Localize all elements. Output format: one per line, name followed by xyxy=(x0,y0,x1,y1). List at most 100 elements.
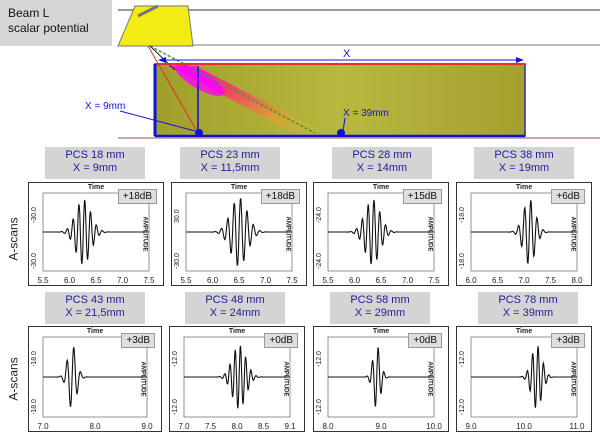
y-tick-top: -12.0 xyxy=(459,351,466,367)
y-tick-bottom: -30.0 xyxy=(174,253,181,269)
ascan-row2-label: A-scans xyxy=(6,357,21,401)
y-tick-top: 30.0 xyxy=(174,209,181,223)
waveform-plot xyxy=(327,336,435,418)
ascan-panel: Time AMPLITUDE +15dB -24.0 -24.0 5.5 6.0 6.5 7.0… xyxy=(313,182,449,286)
pcs-label-r1c2: PCS 23 mm X = 11,5mm xyxy=(180,147,280,179)
marker-x39-arrow xyxy=(342,117,346,132)
x-tick-label: 6.5 xyxy=(375,276,387,285)
gain-badge: +18dB xyxy=(260,189,300,204)
waveform-trace xyxy=(43,347,147,408)
x-tick-label: 9.0 xyxy=(375,422,387,431)
x-tick-label: 6.5 xyxy=(233,276,245,285)
y-tick-bottom: -12.0 xyxy=(316,399,323,415)
y-tick-top: -18.0 xyxy=(459,207,466,223)
pcs-label-r1c1: PCS 18 mm X = 9mm xyxy=(45,147,145,179)
gain-badge: +18dB xyxy=(117,189,157,204)
x-tick-label: 7.5 xyxy=(143,276,155,285)
axis-time-label: Time xyxy=(372,184,390,191)
gain-badge: +6dB xyxy=(551,189,585,204)
x-tick-label: 5.5 xyxy=(322,276,334,285)
y-tick-top: -30.0 xyxy=(31,207,38,223)
beam-hotspot xyxy=(175,63,225,97)
x-tick-label: 8.0 xyxy=(322,422,334,431)
x-tick-label: 6.0 xyxy=(348,276,361,285)
x-arrow-left xyxy=(158,57,166,63)
x-tick-label: 7.0 xyxy=(116,276,129,285)
axis-amplitude-label: AMPLITUDE xyxy=(426,216,433,252)
ray-dark xyxy=(149,45,176,71)
ascan-panel: Time AMPLITUDE +3dB -18.0 -18.0 7.0 8.0 9.0 xyxy=(28,326,162,432)
waveform-trace xyxy=(186,197,292,267)
axis-time-label: Time xyxy=(515,184,533,191)
pcs-label-r1c4: PCS 38 mm X = 19mm xyxy=(474,147,574,179)
waveform-trace xyxy=(471,199,577,265)
waveform-trace xyxy=(43,199,149,265)
waveform-trace xyxy=(184,345,290,409)
waveform-trace xyxy=(328,347,434,407)
axis-amplitude-label: AMPLITUDE xyxy=(139,361,146,397)
y-tick-bottom: -18.0 xyxy=(31,399,38,415)
title-line-2: scalar potential xyxy=(8,21,89,35)
marker-x9-label: X = 9mm xyxy=(85,101,125,112)
x-tick-label: 5.5 xyxy=(180,276,192,285)
beam-diagram: X X = 9mm X = 39mm xyxy=(85,4,600,139)
pcs-label-r2c3: PCS 58 mm X = 29mm xyxy=(330,292,430,324)
gain-badge: +15dB xyxy=(402,189,442,204)
probe-element xyxy=(137,4,159,18)
ascan-panel: Time AMPLITUDE +6dB -18.0 -18.0 6.0 6.5 7.0 7.5 8… xyxy=(456,182,592,286)
x-tick-label: 7.5 xyxy=(428,276,440,285)
x-tick-label: 6.0 xyxy=(63,276,76,285)
x-tick-label: 7.5 xyxy=(286,276,298,285)
waveform-plot xyxy=(327,192,435,272)
axis-time-label: Time xyxy=(87,184,105,191)
axis-amplitude-label: AMPLITUDE xyxy=(284,216,291,252)
x-tick-label: 6.0 xyxy=(465,276,477,285)
marker-x9-arrow xyxy=(119,110,196,132)
ascan-panel: Time AMPLITUDE +3dB -12.0 -12.0 9.0 10.0 11.0 xyxy=(456,326,592,432)
x-arrow-right xyxy=(516,57,524,63)
x-tick-label: 9.1 xyxy=(284,422,296,431)
pcs-label-r2c1: PCS 43 mm X = 21,5mm xyxy=(45,292,145,324)
marker-x9 xyxy=(195,129,203,137)
y-tick-bottom: -30.0 xyxy=(31,253,38,269)
axis-amplitude-label: AMPLITUDE xyxy=(569,216,576,252)
ascan-panel: Time AMPLITUDE +0dB -12.0 -12.0 8.0 9.0 10.0 xyxy=(313,326,449,432)
waveform-plot xyxy=(470,192,578,272)
y-tick-top: -12.0 xyxy=(172,351,179,367)
axis-time-label: Time xyxy=(228,328,246,335)
axis-time-label: Time xyxy=(372,328,390,335)
x-tick-label: 8.5 xyxy=(257,422,270,431)
x-tick-label: 9.0 xyxy=(141,422,153,431)
x-tick-label: 7.0 xyxy=(518,276,530,285)
ascan-row1-label: A-scans xyxy=(6,217,21,261)
x-tick-label: 5.5 xyxy=(37,276,49,285)
axis-amplitude-label: AMPLITUDE xyxy=(282,361,289,397)
axis-amplitude-label: AMPLITUDE xyxy=(141,216,148,252)
ascan-panel: Time AMPLITUDE +18dB 30.0 -30.0 5.5 6.0 6.5 7.0 7… xyxy=(171,182,307,286)
x-tick-label: 6.5 xyxy=(90,276,102,285)
waveform-plot xyxy=(183,336,291,418)
marker-x39 xyxy=(337,129,345,137)
y-tick-bottom: -12.0 xyxy=(172,399,179,415)
x-tick-label: 11.0 xyxy=(569,422,585,431)
axis-amplitude-label: AMPLITUDE xyxy=(426,361,433,397)
axis-time-label: Time xyxy=(230,184,248,191)
waveform-plot xyxy=(42,192,150,272)
waveform-plot xyxy=(470,336,578,418)
title-line-1: Beam L xyxy=(8,6,50,20)
x-tick-label: 7.5 xyxy=(544,276,557,285)
pcs-label-r2c4: PCS 78 mm X = 39mm xyxy=(478,292,578,324)
y-tick-bottom: -18.0 xyxy=(459,253,466,269)
waveform-trace xyxy=(471,346,577,408)
pcs-label-r2c2: PCS 48 mm X = 24mm xyxy=(185,292,285,324)
y-tick-bottom: -12.0 xyxy=(459,399,466,415)
probe-wedge xyxy=(117,5,194,47)
x-tick-label: 8.0 xyxy=(89,422,101,431)
x-tick-label: 8.0 xyxy=(571,276,583,285)
x-tick-label: 10.0 xyxy=(516,422,532,431)
pcs-label-r1c3: PCS 28 mm X = 14mm xyxy=(332,147,432,179)
x-tick-label: 7.0 xyxy=(401,276,414,285)
x-tick-label: 6.5 xyxy=(491,276,504,285)
waveform-trace xyxy=(328,199,434,265)
ascan-panel: Time AMPLITUDE +18dB -30.0 -30.0 5.5 6.0 6.5 7.0… xyxy=(28,182,164,286)
